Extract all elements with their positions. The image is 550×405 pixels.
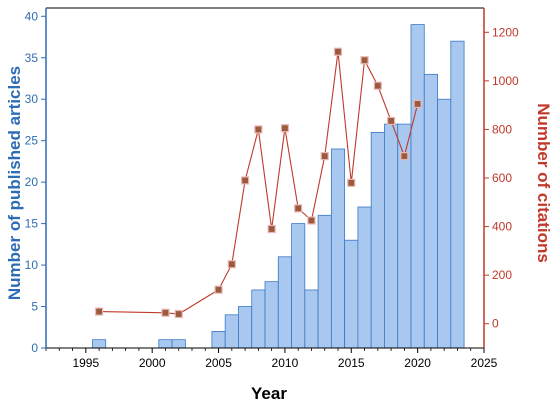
citation-marker-2014 xyxy=(333,47,343,56)
left-tick-label: 30 xyxy=(25,92,39,106)
right-y-axis: 0 200 400 600 800 1000 1200 xyxy=(484,25,519,331)
citation-marker-2007 xyxy=(240,176,250,185)
citation-marker-2012 xyxy=(307,216,316,225)
bar-2009 xyxy=(264,281,279,349)
left-y-axis-title: Number of published articles xyxy=(5,66,24,300)
left-y-axis: 0 5 10 15 20 25 30 35 40 xyxy=(25,9,46,355)
bar-2023 xyxy=(450,40,465,349)
right-tick-label: 800 xyxy=(492,122,512,136)
citation-marker-2011 xyxy=(294,204,303,213)
x-tick-label: 2005 xyxy=(205,356,232,370)
bar-2014 xyxy=(330,148,346,349)
bar-2018 xyxy=(384,123,399,349)
citation-marker-2002 xyxy=(174,309,183,319)
right-tick-label: 1000 xyxy=(492,74,519,88)
citation-marker-2017 xyxy=(373,81,382,90)
left-tick-label: 40 xyxy=(25,9,39,23)
right-tick-label: 0 xyxy=(492,317,499,331)
bar-2006 xyxy=(224,314,239,349)
bar-2021 xyxy=(423,73,438,349)
right-tick-label: 200 xyxy=(492,268,512,282)
x-axis: 1995 2000 2005 2010 2015 2020 2025 xyxy=(45,348,498,370)
bar-2011 xyxy=(291,223,306,349)
citation-marker-2005 xyxy=(214,285,223,294)
citations-line-layer xyxy=(94,47,422,319)
left-tick-label: 10 xyxy=(25,258,39,272)
left-tick-label: 15 xyxy=(25,217,39,231)
right-tick-label: 400 xyxy=(492,220,512,234)
bar-2007 xyxy=(238,306,253,349)
bar-2017 xyxy=(370,131,385,349)
left-tick-label: 35 xyxy=(25,51,39,65)
bar-2013 xyxy=(317,214,332,349)
citation-marker-2018 xyxy=(386,116,396,126)
bars-layer xyxy=(92,24,465,349)
bar-2020 xyxy=(410,24,425,349)
right-tick-label: 1200 xyxy=(492,25,519,39)
citation-marker-1996 xyxy=(94,307,104,316)
bar-2002 xyxy=(171,339,186,349)
bar-2005 xyxy=(211,331,226,349)
x-axis-title: Year xyxy=(251,384,287,403)
citation-marker-2006 xyxy=(227,260,236,269)
left-tick-label: 0 xyxy=(31,341,38,355)
x-tick-label: 2025 xyxy=(471,356,498,370)
x-tick-label: 2020 xyxy=(404,356,431,370)
bar-2015 xyxy=(344,239,359,349)
bar-2022 xyxy=(437,98,452,349)
x-tick-label: 2015 xyxy=(338,356,365,370)
citation-marker-2001 xyxy=(161,308,170,317)
citation-marker-2013 xyxy=(320,152,329,161)
left-tick-label: 20 xyxy=(25,175,39,189)
citation-marker-2015 xyxy=(347,178,356,187)
right-y-axis-title: Number of citations xyxy=(534,103,550,263)
bar-2012 xyxy=(304,289,319,349)
citation-marker-2010 xyxy=(280,124,290,133)
citation-marker-2016 xyxy=(360,56,369,65)
left-tick-label: 25 xyxy=(25,134,39,148)
citation-marker-2020 xyxy=(413,99,422,109)
bar-2001 xyxy=(158,339,173,349)
x-tick-label: 2000 xyxy=(139,356,166,370)
bar-2010 xyxy=(277,256,292,349)
citation-marker-2008 xyxy=(254,125,263,134)
citation-marker-2019 xyxy=(400,152,409,161)
bar-1996 xyxy=(92,339,107,349)
citation-marker-2009 xyxy=(267,224,276,234)
x-tick-label: 1995 xyxy=(72,356,99,370)
bar-2008 xyxy=(251,289,266,349)
bar-2016 xyxy=(357,206,372,349)
right-tick-label: 600 xyxy=(492,171,512,185)
left-tick-label: 5 xyxy=(31,300,38,314)
x-tick-label: 2010 xyxy=(272,356,299,370)
